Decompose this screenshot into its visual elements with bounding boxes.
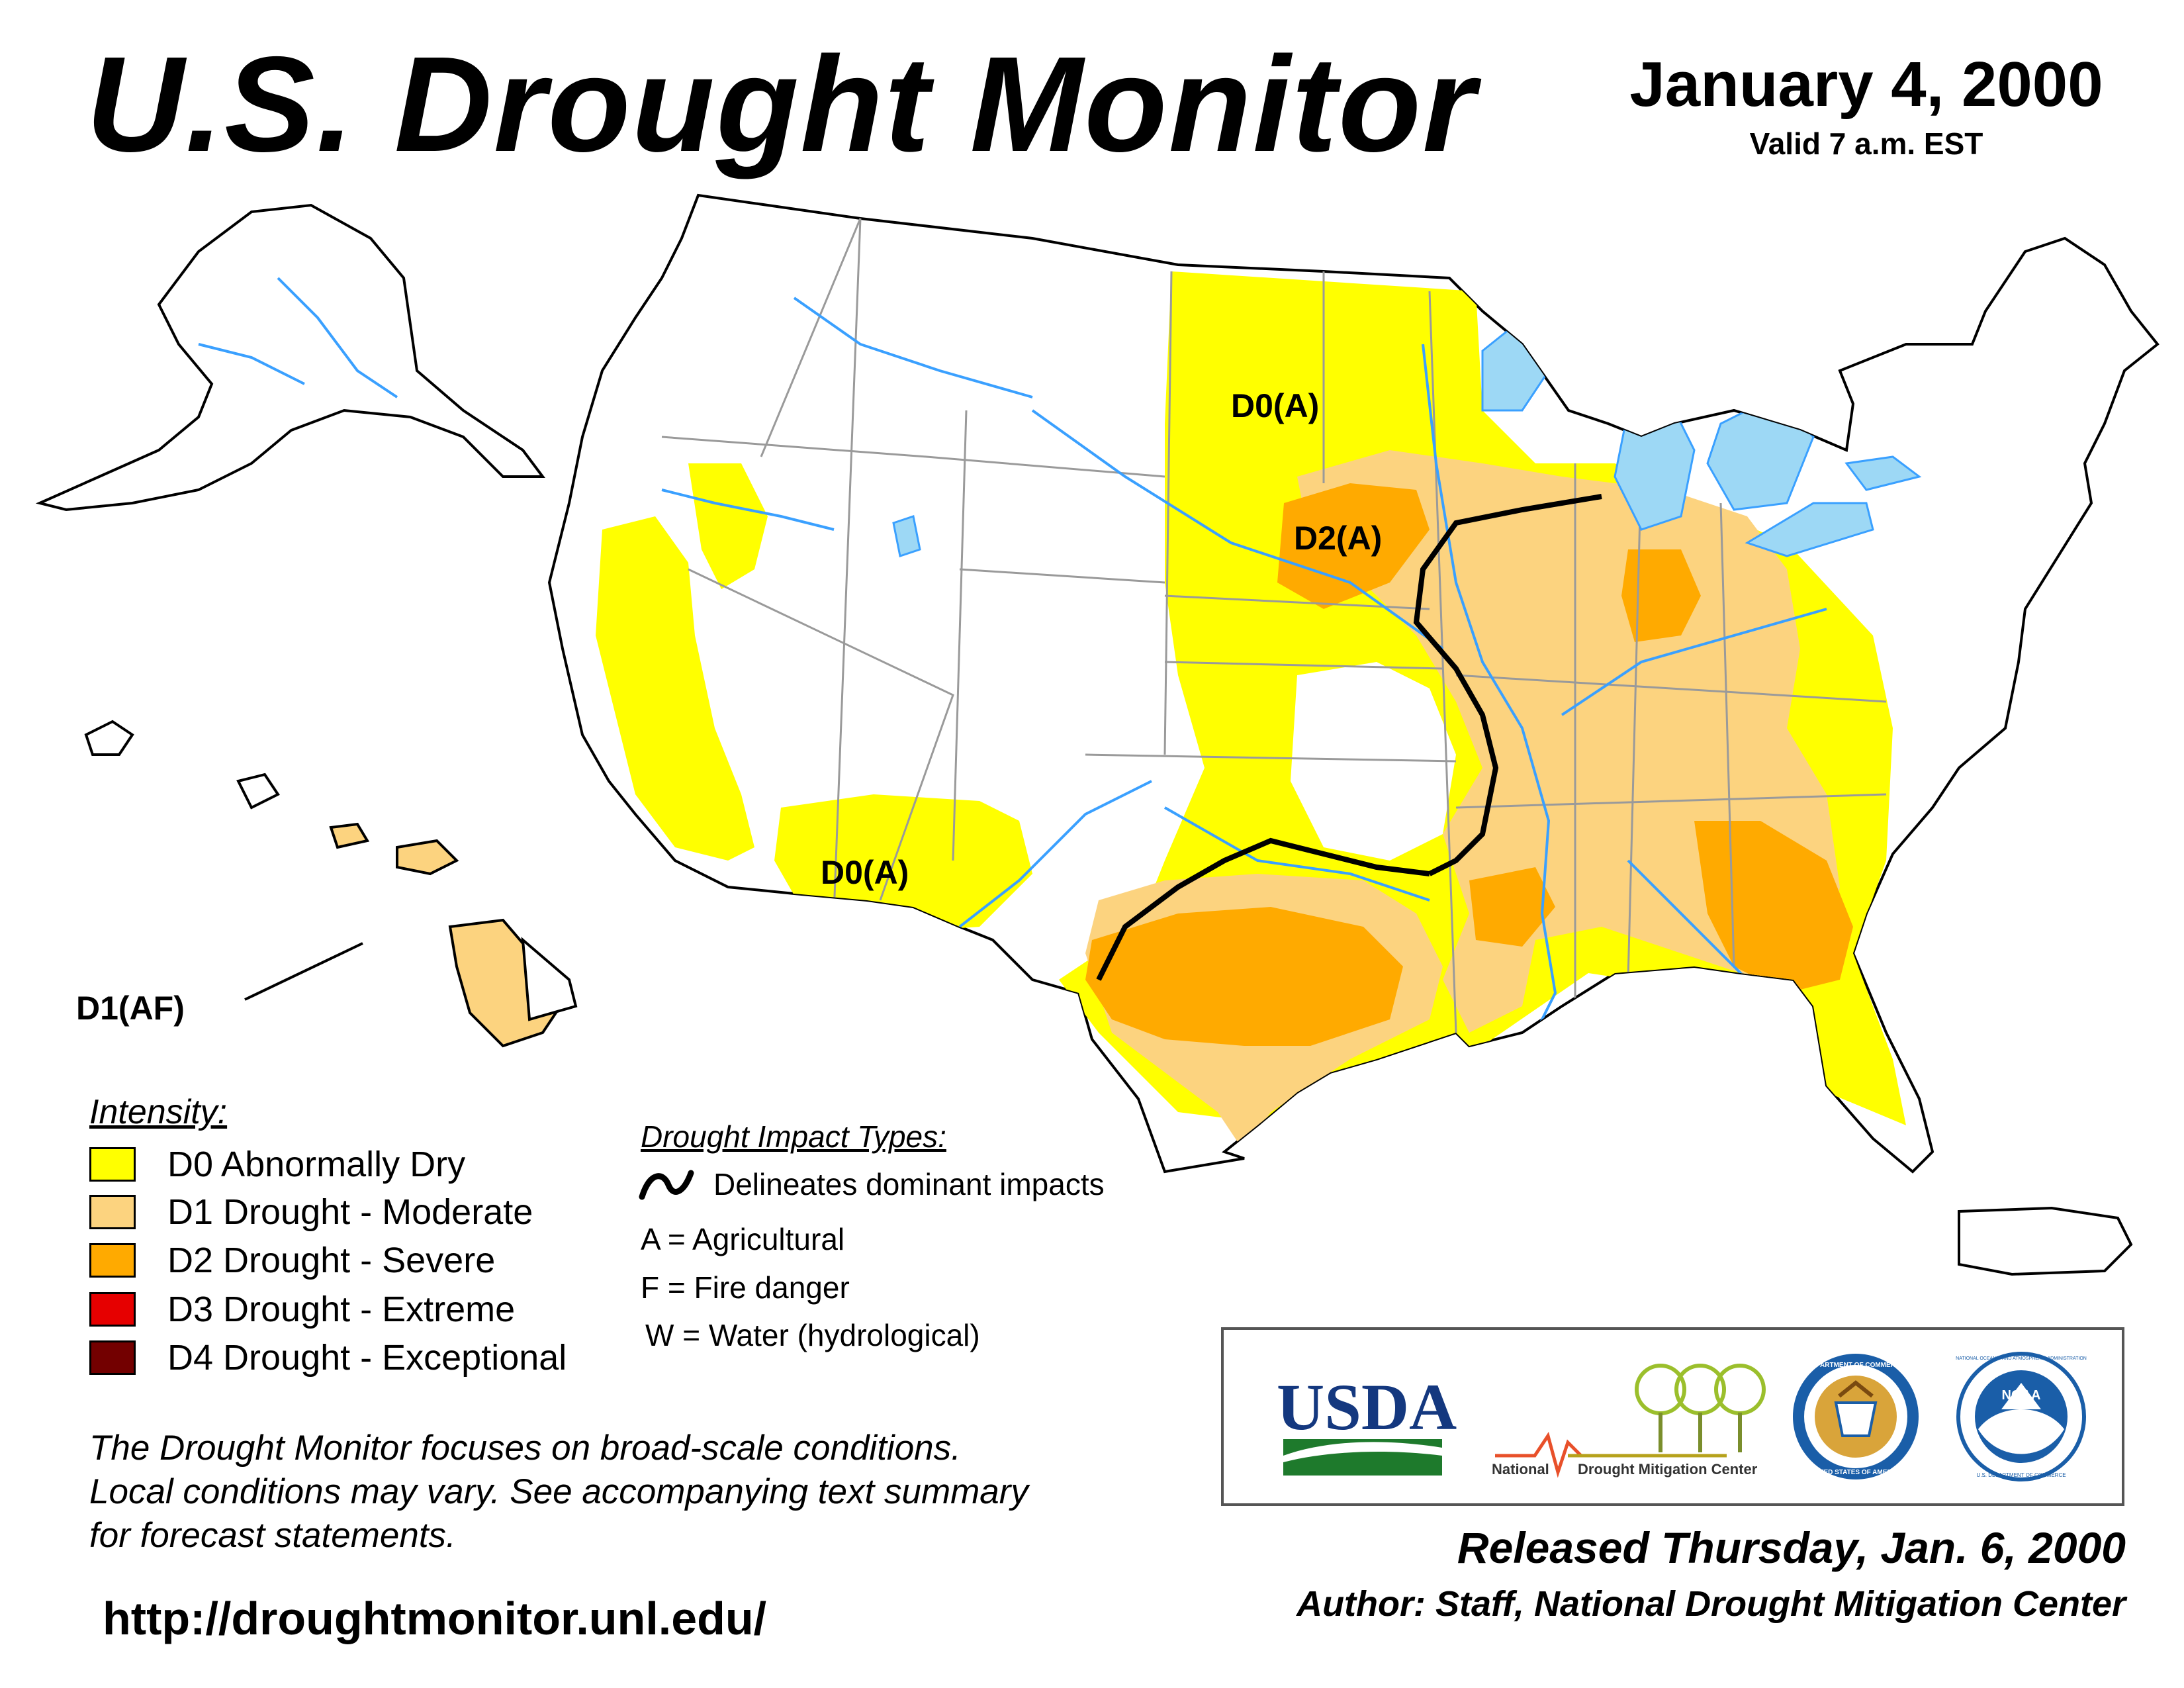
impact-type-water: W = Water (hydrological) [645, 1318, 980, 1352]
d2-lower-mississippi [1469, 867, 1555, 947]
impact-type-agricultural: A = Agricultural [641, 1222, 845, 1256]
legend-swatch-d0 [89, 1147, 136, 1182]
hawaii-label-leader [244, 942, 363, 1001]
state-boundaries [661, 218, 1887, 1033]
d2-central-plains [1277, 483, 1430, 609]
usda-logo-text: USDA [1277, 1370, 1457, 1444]
commerce-seal-text: DEPARTMENT OF COMMERCE [1807, 1362, 1905, 1369]
impact-type-fire: F = Fire danger [641, 1270, 850, 1305]
ndmc-logo-left-text: National [1492, 1461, 1549, 1477]
impact-types-title: Drought Impact Types: [641, 1119, 946, 1154]
impact-line-midwest [1413, 494, 1602, 876]
agency-logos: USDA National Drought Mitigation Center [1277, 1352, 2087, 1481]
non-drought-kansas-oklahoma [1291, 662, 1456, 861]
legend-swatch-d3 [89, 1292, 136, 1327]
usda-logo: USDA [1277, 1370, 1457, 1476]
legend-item-d2: D2 Drought - Severe [89, 1240, 495, 1281]
legend-item-d3: D3 Drought - Extreme [89, 1289, 515, 1330]
legend-label-d0: D0 Abnormally Dry [167, 1145, 466, 1184]
legend-swatch-d4 [89, 1340, 136, 1375]
hawaii [84, 720, 578, 1048]
disclaimer: The Drought Monitor focuses on broad-sca… [89, 1427, 1214, 1558]
noaa-ring-text: NATIONAL OCEANIC AND ATMOSPHERIC ADMINIS… [1956, 1356, 2087, 1361]
label-d0-north-plains: D0(A) [1231, 387, 1319, 424]
disclaimer-line-2: Local conditions may vary. See accompany… [89, 1472, 1028, 1511]
ndmc-logo: National Drought Mitigation Center [1492, 1364, 1766, 1478]
map-date: January 4, 2000 [1629, 49, 2103, 120]
legend-item-d1: D1 Drought - Moderate [89, 1192, 533, 1233]
disclaimer-line-1: The Drought Monitor focuses on broad-sca… [89, 1429, 961, 1468]
rivers [661, 297, 1827, 1033]
d2-indiana [1621, 549, 1701, 642]
valid-time: Valid 7 a.m. EST [1749, 126, 1983, 161]
ndmc-logo-right-text: Drought Mitigation Center [1578, 1461, 1758, 1477]
release-date: Released Thursday, Jan. 6, 2000 [1457, 1523, 2126, 1572]
noaa-bottom-text: U.S. DEPARTMENT OF COMMERCE [1976, 1472, 2066, 1478]
label-d2-central-plains: D2(A) [1294, 520, 1382, 557]
legend-label-d4: D4 Drought - Exceptional [167, 1338, 567, 1378]
d0-nevada-oregon [688, 463, 768, 589]
label-d1-hawaii: D1(AF) [76, 990, 185, 1027]
noaa-logo-text: NOAA [2002, 1388, 2041, 1403]
legend-item-d0: D0 Abnormally Dry [89, 1144, 465, 1185]
alaska [35, 203, 545, 512]
legend-label-d1: D1 Drought - Moderate [167, 1192, 533, 1232]
great-salt-lake [892, 515, 921, 557]
impact-delineates-text: Delineates dominant impacts [713, 1167, 1105, 1201]
legend-label-d3: D3 Drought - Extreme [167, 1289, 516, 1329]
disclaimer-line-3: for forecast statements. [89, 1516, 456, 1555]
map-title: U.S. Drought Monitor [86, 28, 1477, 180]
d0-west-coast [596, 516, 754, 861]
label-d0-southwest: D0(A) [821, 854, 909, 891]
legend-swatch-d1 [89, 1195, 136, 1229]
d2-texas [1085, 907, 1403, 1046]
author-credit: Author: Staff, National Drought Mitigati… [1297, 1584, 2126, 1624]
impact-line-icon [639, 1170, 694, 1200]
legend-item-d4: D4 Drought - Exceptional [89, 1337, 567, 1378]
intensity-legend-title: Intensity: [89, 1093, 228, 1131]
legend-swatch-d2 [89, 1243, 136, 1278]
puerto-rico [1958, 1206, 2133, 1276]
commerce-seal-bottom-text: UNITED STATES OF AMERICA [1808, 1469, 1903, 1476]
website-url[interactable]: http://droughtmonitor.unl.edu/ [103, 1593, 767, 1644]
legend-label-d2: D2 Drought - Severe [167, 1241, 496, 1280]
agency-logos-box: USDA National Drought Mitigation Center [1221, 1327, 2124, 1506]
commerce-seal: DEPARTMENT OF COMMERCE UNITED STATES OF … [1793, 1354, 1919, 1479]
noaa-logo: NOAA NATIONAL OCEANIC AND ATMOSPHERIC AD… [1956, 1352, 2087, 1481]
impact-line-south [1096, 837, 1430, 981]
